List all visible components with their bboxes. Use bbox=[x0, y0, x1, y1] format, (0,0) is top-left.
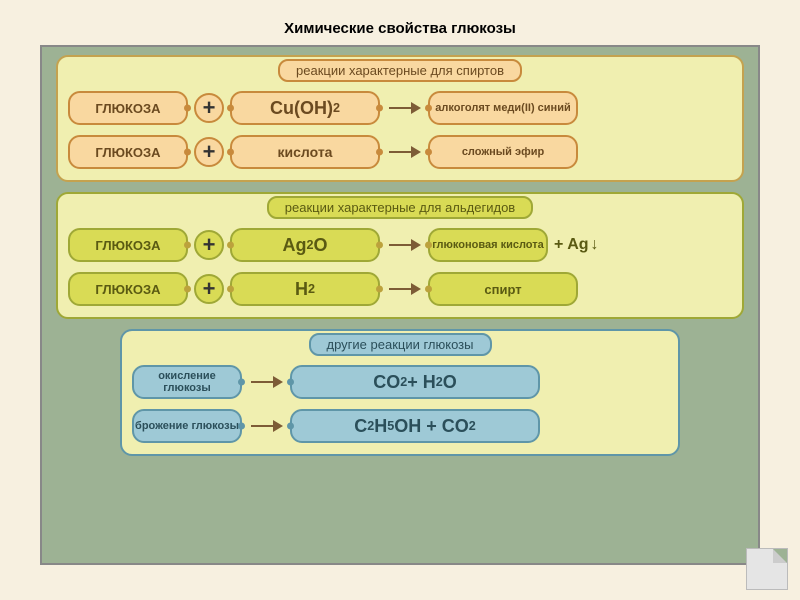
reaction-row: окисление глюкозы CO2 + H2O bbox=[132, 364, 668, 400]
chem-box: глюконовая кислота bbox=[428, 228, 548, 262]
chem-box: ГЛЮКОЗА bbox=[68, 272, 188, 306]
chem-box: Cu(OH)2 bbox=[230, 91, 380, 125]
reaction-row: ГЛЮКОЗА+Ag2O глюконовая кислота + Ag↓ bbox=[68, 227, 732, 263]
chem-box: ГЛЮКОЗА bbox=[68, 135, 188, 169]
arrow-icon bbox=[389, 244, 419, 246]
section-other: другие реакции глюкозы окисление глюкозы C… bbox=[120, 329, 680, 456]
chem-box: кислота bbox=[230, 135, 380, 169]
chem-box: C2H5OH + CO2 bbox=[290, 409, 540, 443]
arrow-icon bbox=[251, 381, 281, 383]
extra-product: + Ag↓ bbox=[554, 236, 599, 254]
chem-box: сложный эфир bbox=[428, 135, 578, 169]
section-alcohols: реакции характерные для спиртов ГЛЮКОЗА+C… bbox=[56, 55, 744, 182]
plus-icon: + bbox=[194, 137, 224, 167]
plus-icon: + bbox=[194, 230, 224, 260]
chem-box: Ag2O bbox=[230, 228, 380, 262]
reaction-row: ГЛЮКОЗА+H2 спирт bbox=[68, 271, 732, 307]
arrow-icon bbox=[389, 288, 419, 290]
chem-box: H2 bbox=[230, 272, 380, 306]
chem-box: ГЛЮКОЗА bbox=[68, 228, 188, 262]
arrow-icon bbox=[389, 151, 419, 153]
chem-box: окисление глюкозы bbox=[132, 365, 242, 399]
diagram-canvas: реакции характерные для спиртовГЛЮКОЗА+C… bbox=[40, 45, 760, 565]
reaction-row: ГЛЮКОЗА+Cu(OH)2 алкоголят меди(II) синий bbox=[68, 90, 732, 126]
section-header: другие реакции глюкозы bbox=[309, 333, 492, 356]
arrow-icon bbox=[389, 107, 419, 109]
slide-page: Химические свойства глюкозы реакции хара… bbox=[0, 0, 800, 600]
section-header: реакции характерные для спиртов bbox=[278, 59, 522, 82]
plus-icon: + bbox=[194, 93, 224, 123]
chem-box: брожение глюкозы bbox=[132, 409, 242, 443]
section-header: реакции характерные для альдегидов bbox=[267, 196, 533, 219]
plus-icon: + bbox=[194, 274, 224, 304]
page-title: Химические свойства глюкозы bbox=[40, 20, 760, 37]
chem-box: спирт bbox=[428, 272, 578, 306]
section-aldehydes: реакции характерные для альдегидов ГЛЮКОЗ… bbox=[56, 192, 744, 319]
reaction-row: ГЛЮКОЗА+кислота сложный эфир bbox=[68, 134, 732, 170]
chem-box: алкоголят меди(II) синий bbox=[428, 91, 578, 125]
arrow-icon bbox=[251, 425, 281, 427]
chem-box: CO2 + H2O bbox=[290, 365, 540, 399]
page-corner-icon bbox=[746, 548, 788, 590]
reaction-row: брожение глюкозы C2H5OH + CO2 bbox=[132, 408, 668, 444]
chem-box: ГЛЮКОЗА bbox=[68, 91, 188, 125]
